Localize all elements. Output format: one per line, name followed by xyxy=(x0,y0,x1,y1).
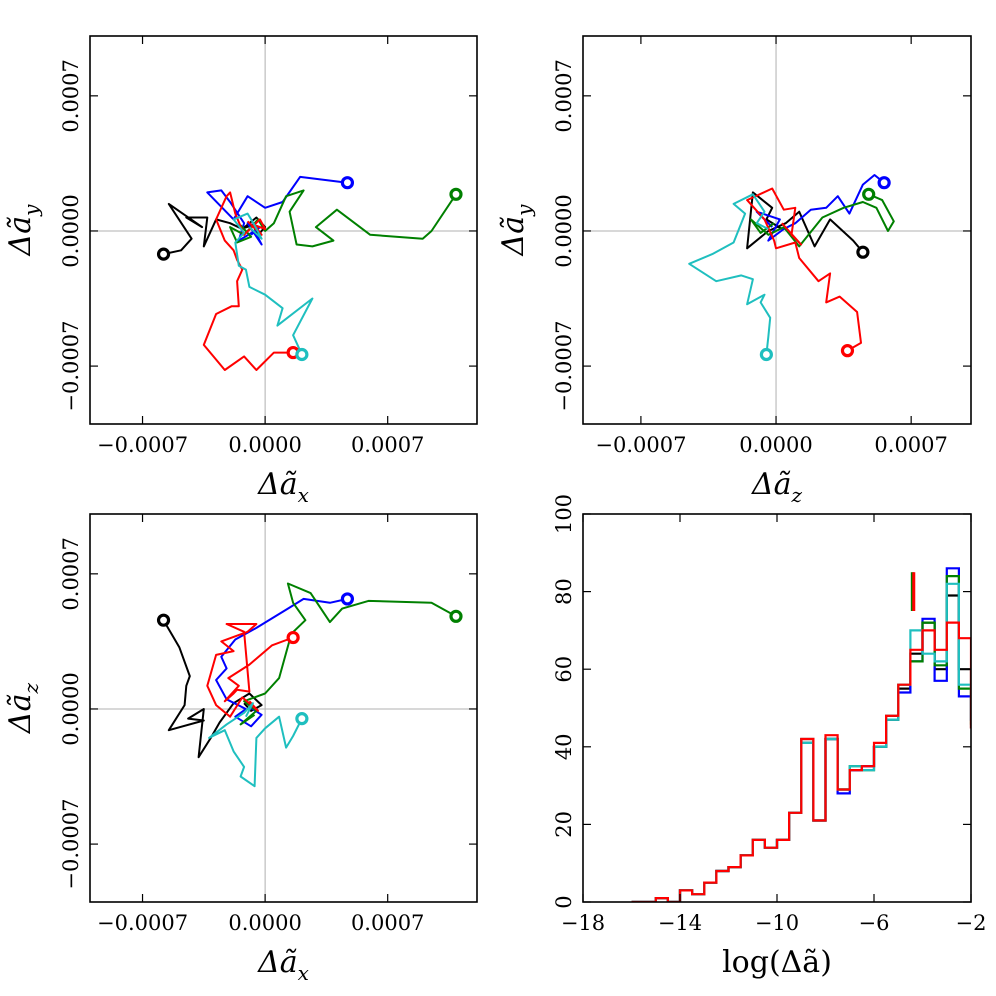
panel-1: −0.0007 0.0000 0.0007 −0.0007 0.0000 0.0007 Δã… xyxy=(3,35,478,507)
endpoint-blue xyxy=(340,176,355,190)
x-axis-label: Δãx xyxy=(257,467,309,507)
trajectory-cyan xyxy=(208,702,303,788)
y-axis-label: Δãy xyxy=(496,204,536,257)
trajectory-green xyxy=(229,189,457,248)
y-axis-label: Δãy xyxy=(3,204,43,257)
endpoint-red xyxy=(840,344,855,358)
x-tick-label: −0.0007 xyxy=(595,433,686,457)
panel-2: −0.0007 0.0000 0.0007 −0.0007 0.0000 0.0007 Δã… xyxy=(496,35,972,507)
panel-3: −0.0007 0.0000 0.0007 −0.0007 0.0000 0.0007 Δã… xyxy=(3,513,478,985)
y-axis-label: Δãz xyxy=(3,682,43,734)
panel-4: −18 −14 −10 −6 −2 0 20 40 60 80 100 log(Δã) xyxy=(552,494,987,980)
y-axis-label-sub: y xyxy=(512,204,536,217)
axes-frame xyxy=(89,513,478,903)
x-tick-label: 0.0000 xyxy=(739,433,812,457)
endpoint-black xyxy=(156,247,171,261)
x-axis-label-sub: x xyxy=(298,961,309,985)
trajectory-red xyxy=(202,191,294,371)
y-tick-label: 20 xyxy=(552,811,576,838)
endpoint-blue xyxy=(877,176,891,190)
endpoint-blue xyxy=(340,592,355,606)
trajectory-blue xyxy=(755,174,885,242)
y-tick-label: −0.0007 xyxy=(59,321,83,412)
y-tick-label: 0.0000 xyxy=(552,194,576,267)
axes-frame xyxy=(582,35,972,425)
endpoint-green xyxy=(449,187,463,201)
x-tick-label: −0.0007 xyxy=(97,433,188,457)
y-tick-label: 0.0000 xyxy=(59,194,83,267)
x-axis-label: Δãz xyxy=(751,467,803,507)
y-axis-label-sub: z xyxy=(19,682,43,694)
y-tick-label: 40 xyxy=(552,733,576,760)
x-tick-label: 0.0007 xyxy=(351,911,424,935)
endpoint-red xyxy=(286,630,300,645)
x-axis-label-sub: z xyxy=(791,483,803,507)
histogram-blue xyxy=(631,567,971,902)
endpoint-cyan xyxy=(295,712,309,726)
x-tick-label: 0.0000 xyxy=(228,433,301,457)
x-axis-label-main: Δã xyxy=(257,467,298,502)
axes-frame xyxy=(89,35,478,425)
y-tick-label: 0.0007 xyxy=(59,59,83,132)
y-tick-label: 0.0000 xyxy=(59,672,83,745)
trajectory-cyan xyxy=(688,193,772,355)
plot-area xyxy=(163,175,457,371)
endpoint-cyan xyxy=(759,347,773,362)
y-tick-label: 100 xyxy=(552,494,576,534)
x-axis-label-sub: x xyxy=(298,483,309,507)
y-axis-label-main: Δã xyxy=(496,216,531,257)
y-tick-label: 60 xyxy=(552,656,576,683)
y-axis-label-main: Δã xyxy=(3,693,38,734)
plot-area xyxy=(162,582,457,788)
x-axis-label: log(Δã) xyxy=(722,945,832,980)
x-tick-label: 0.0000 xyxy=(228,911,301,935)
trajectory-red xyxy=(746,187,862,352)
x-tick-label: 0.0007 xyxy=(351,433,424,457)
plot-area xyxy=(631,567,971,902)
trajectory-blue xyxy=(215,597,348,728)
endpoint-green xyxy=(862,187,876,201)
endpoint-green xyxy=(449,609,463,623)
y-tick-label: −0.0007 xyxy=(552,321,576,412)
x-axis-label-main: Δã xyxy=(257,945,298,980)
x-tick-label: −10 xyxy=(755,911,799,935)
y-tick-label: 0.0007 xyxy=(59,537,83,610)
endpoint-cyan xyxy=(295,347,309,362)
x-axis-label: Δãx xyxy=(257,945,309,985)
trajectory-cyan xyxy=(232,212,314,355)
trajectory-red xyxy=(206,623,294,718)
x-tick-label: −18 xyxy=(561,911,605,935)
trajectory-green xyxy=(749,193,895,248)
x-tick-label: −6 xyxy=(859,911,890,935)
x-tick-label: −2 xyxy=(956,911,987,935)
x-tick-label: −0.0007 xyxy=(97,911,188,935)
plot-area xyxy=(688,174,895,355)
y-tick-label: 0.0007 xyxy=(552,59,576,132)
y-tick-label: 80 xyxy=(552,578,576,605)
y-axis-label-sub: y xyxy=(19,204,43,217)
endpoint-black xyxy=(856,245,870,259)
x-axis-label-main: Δã xyxy=(751,467,792,502)
histogram-red xyxy=(631,621,971,902)
y-tick-label: −0.0007 xyxy=(59,799,83,890)
y-axis-label-main: Δã xyxy=(3,216,38,257)
x-tick-label: 0.0007 xyxy=(874,433,947,457)
endpoint-black xyxy=(156,613,171,627)
trajectory-black xyxy=(163,202,267,256)
x-tick-label: −14 xyxy=(658,911,702,935)
trajectory-black xyxy=(746,191,864,253)
y-tick-label: 0 xyxy=(552,895,576,908)
